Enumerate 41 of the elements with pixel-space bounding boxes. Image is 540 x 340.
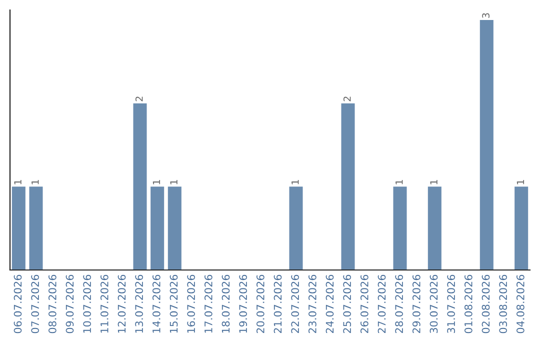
x-tick-label: 11.07.2026 [100,274,108,333]
data-label: 1 [14,180,22,184]
data-label: 1 [430,180,438,184]
data-label: 3 [482,13,490,18]
x-tick-label: 21.07.2026 [274,274,282,334]
x-tick-label: 28.07.2026 [395,274,404,334]
x-tick-label: 04.08.2026 [516,274,524,334]
x-tick-label: 06.07.2026 [14,274,22,334]
x-tick-label: 03.08.2026 [499,274,508,334]
x-tick-label: 24.07.2026 [326,274,334,334]
data-label: 1 [292,180,299,184]
x-tick-label: 16.07.2026 [187,274,196,333]
x-tick-label: 31.07.2026 [447,274,456,334]
x-tick-label: 29.07.2026 [412,274,420,334]
x-tick-label: 08.07.2026 [48,274,56,334]
x-tick-label: 15.07.2026 [170,274,178,333]
data-label: 1 [396,180,403,184]
x-tick-label: 12.07.2026 [118,274,126,333]
x-tick-label: 14.07.2026 [152,274,160,333]
data-label: 2 [135,96,143,102]
data-label: 1 [516,180,524,184]
x-tick-label: 23.07.2026 [308,274,316,334]
x-tick-label: 19.07.2026 [239,274,248,333]
x-tick-label: 10.07.2026 [83,274,92,333]
data-label: 1 [152,180,160,184]
x-tick-label: 09.07.2026 [66,274,74,334]
x-tick-label: 13.07.2026 [135,274,144,333]
x-tick-label: 26.07.2026 [360,274,368,334]
x-tick-label: 22.07.2026 [291,274,300,334]
x-tick-label: 18.07.2026 [222,274,230,333]
data-label: 2 [343,96,351,102]
data-label: 1 [170,180,178,184]
x-tick-label: 20.07.2026 [256,274,264,334]
x-tick-label: 30.07.2026 [430,274,438,334]
x-tick-label: 02.08.2026 [482,274,490,334]
data-label: 1 [32,180,39,184]
x-tick-label: 01.08.2026 [464,274,472,334]
x-tick-label: 27.07.2026 [378,274,386,334]
x-tick-label: 17.07.2026 [204,274,212,333]
x-tick-label: 25.07.2026 [343,274,352,334]
x-tick-label: 07.07.2026 [31,274,40,334]
